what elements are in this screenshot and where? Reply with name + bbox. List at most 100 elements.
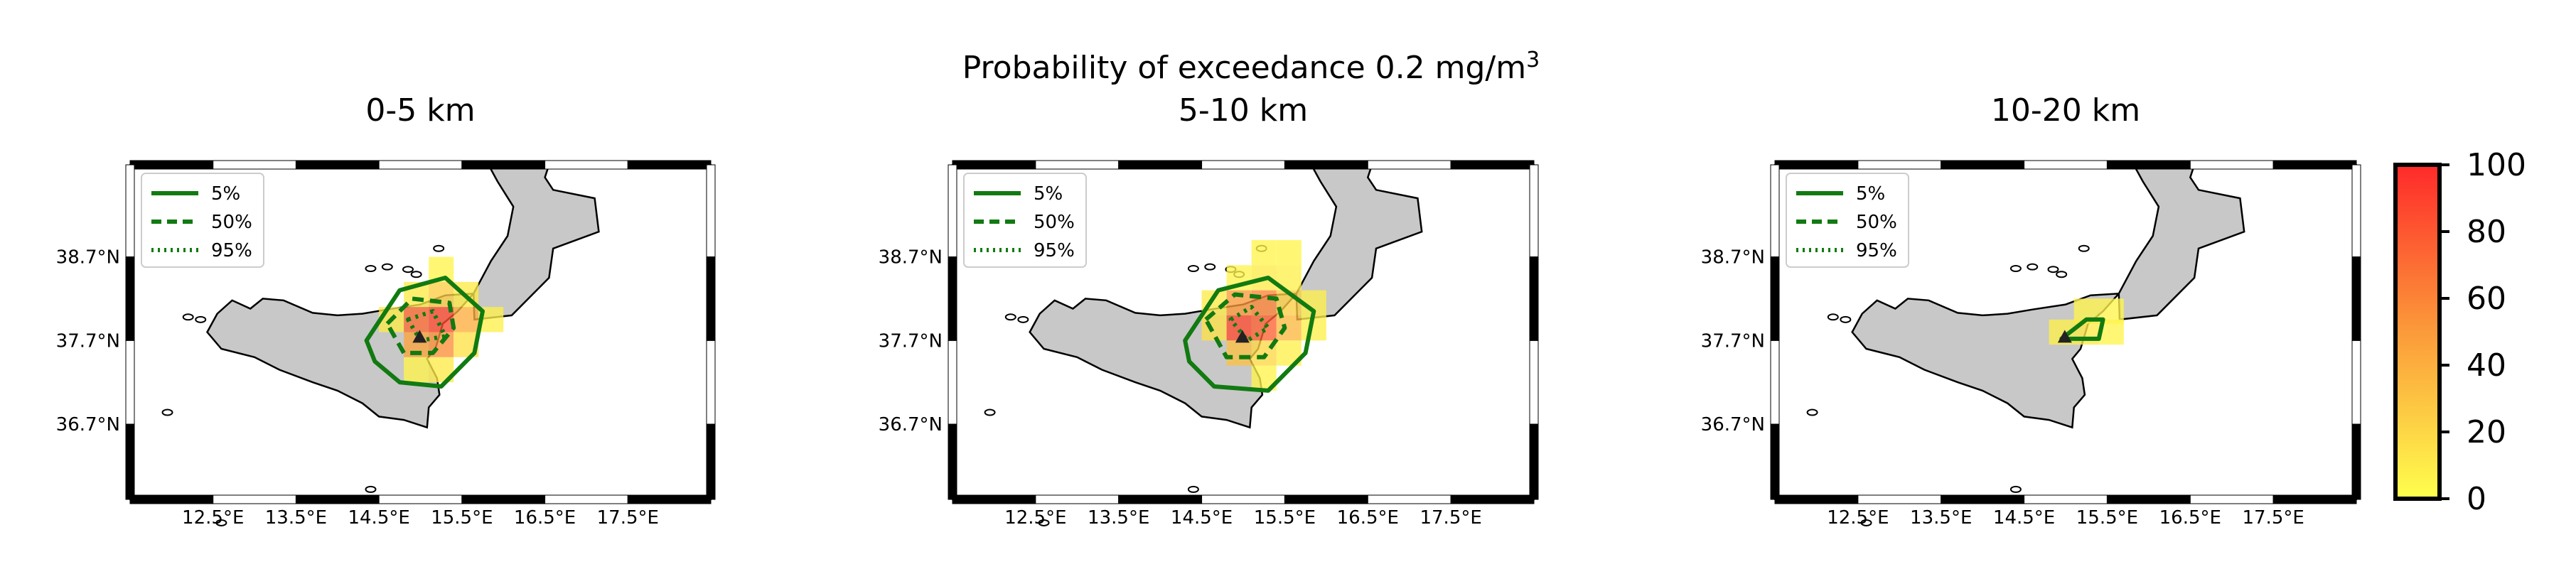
legend-label: 5% xyxy=(1034,183,1063,205)
probability-cell xyxy=(1251,239,1277,266)
frame-bar-top xyxy=(1367,160,1451,170)
frame-bar-right xyxy=(706,423,716,500)
y-tick-label: 36.7°N xyxy=(879,414,943,435)
frame-bar-top xyxy=(1284,160,1368,170)
legend-label: 50% xyxy=(211,212,252,233)
frame-bar-bottom xyxy=(1118,494,1203,504)
frame-bar-top xyxy=(1035,160,1120,170)
contour-95pct xyxy=(406,309,448,343)
colorbar-tick-label: 40 xyxy=(2467,347,2506,384)
island xyxy=(1038,519,1050,526)
colorbar-tick-label: 20 xyxy=(2467,414,2506,450)
frame-bar-top xyxy=(544,160,628,170)
frame-bar-left xyxy=(125,423,135,500)
x-tick-label: 17.5°E xyxy=(1420,507,1481,529)
x-tick-label: 16.5°E xyxy=(1337,507,1399,529)
frame-bar-left xyxy=(948,256,957,341)
frame-bar-top xyxy=(461,160,546,170)
colorbar-gradient xyxy=(2393,163,2442,501)
calabria-landmass xyxy=(2118,163,2245,321)
island xyxy=(2078,244,2090,252)
map-panel: 5-10 km 12.5°E 13.5°E 14.5°E 15.5°E 16.5°E 17.… xyxy=(879,92,1539,529)
map-panels: 0-5 km 12.5°E 13.5°E 14.5°E 15.5°E 16.5°E 17.5… xyxy=(56,92,2361,529)
frame-bar-bottom xyxy=(2024,494,2108,504)
frame-bar-right xyxy=(1529,340,1539,425)
island xyxy=(1840,315,1852,323)
etna-vent-marker xyxy=(2057,330,2072,343)
x-tick-label: 16.5°E xyxy=(2159,507,2221,529)
frame-bar-bottom xyxy=(627,494,712,504)
legend-label: 50% xyxy=(1034,212,1075,233)
x-tick-label: 17.5°E xyxy=(597,507,659,529)
frame-bar-top xyxy=(952,160,1036,170)
probability-cell xyxy=(1276,315,1302,341)
contour-5pct xyxy=(1183,276,1316,393)
legend-label: 95% xyxy=(1856,240,1897,261)
frame-bar-top xyxy=(2106,160,2191,170)
frame-bar-left xyxy=(1770,423,1780,500)
x-tick-label: 12.5°E xyxy=(1827,507,1889,529)
island xyxy=(1187,265,1199,273)
island xyxy=(2009,265,2022,273)
frame-bar-left xyxy=(1770,340,1780,425)
island xyxy=(2056,271,2068,278)
frame-bar-left xyxy=(125,164,135,258)
island xyxy=(195,315,207,323)
frame-bar-bottom xyxy=(1201,494,1285,504)
frame-bar-bottom xyxy=(129,494,214,504)
frame-bar-right xyxy=(2351,256,2361,341)
frame-bar-top xyxy=(2024,160,2108,170)
panel-title: 10-20 km xyxy=(1991,92,2140,129)
y-tick-label: 38.7°N xyxy=(1701,247,1765,269)
frame-bar-bottom xyxy=(544,494,628,504)
colorbar-tick-label: 100 xyxy=(2467,147,2526,183)
island xyxy=(410,271,422,278)
etna-vent-marker xyxy=(412,330,427,343)
island xyxy=(402,266,414,274)
frame-bar-top xyxy=(627,160,712,170)
frame-bar-left xyxy=(1770,256,1780,341)
island xyxy=(381,263,393,271)
map-panel: 0-5 km 12.5°E 13.5°E 14.5°E 15.5°E 16.5°E 17.5… xyxy=(56,92,716,529)
x-tick-label: 14.5°E xyxy=(1993,507,2055,529)
island xyxy=(182,313,194,321)
frame-bar-left xyxy=(948,340,957,425)
x-tick-label: 12.5°E xyxy=(182,507,244,529)
island xyxy=(2009,485,2022,493)
frame-bar-bottom xyxy=(295,494,380,504)
x-tick-label: 16.5°E xyxy=(514,507,576,529)
frame-bar-bottom xyxy=(1367,494,1451,504)
frame-bar-bottom xyxy=(1450,494,1535,504)
frame-bar-bottom xyxy=(378,494,463,504)
frame-bar-top xyxy=(1118,160,1203,170)
frame-bar-right xyxy=(2351,164,2361,258)
contour-95pct xyxy=(1228,305,1271,343)
frame-bar-top xyxy=(2189,160,2274,170)
y-tick-label: 37.7°N xyxy=(1701,330,1765,352)
probability-cell xyxy=(454,307,479,332)
frame-bar-top xyxy=(1857,160,1942,170)
y-tick-label: 38.7°N xyxy=(879,247,943,269)
frame-bar-top xyxy=(213,160,296,170)
probability-cell xyxy=(1226,340,1252,366)
x-tick-label: 15.5°E xyxy=(1254,507,1316,529)
contour-5pct xyxy=(364,276,485,389)
island xyxy=(215,519,227,526)
frame-bar-top xyxy=(378,160,463,170)
colorbar-tick-label: 80 xyxy=(2467,214,2506,250)
probability-cell xyxy=(1276,239,1302,266)
panel-title: 0-5 km xyxy=(365,92,475,129)
frame-bar-left xyxy=(948,164,957,258)
frame-bar-top xyxy=(1450,160,1535,170)
frame-bar-right xyxy=(1529,164,1539,258)
frame-bar-left xyxy=(125,340,135,425)
probability-cell xyxy=(1251,315,1277,341)
legend-label: 5% xyxy=(211,183,240,205)
frame-bar-left xyxy=(948,423,957,500)
y-tick-label: 37.7°N xyxy=(56,330,120,352)
frame-bar-left xyxy=(125,256,135,341)
frame-bar-right xyxy=(706,340,716,425)
frame-bar-right xyxy=(706,256,716,341)
contour-50pct xyxy=(1203,292,1287,359)
